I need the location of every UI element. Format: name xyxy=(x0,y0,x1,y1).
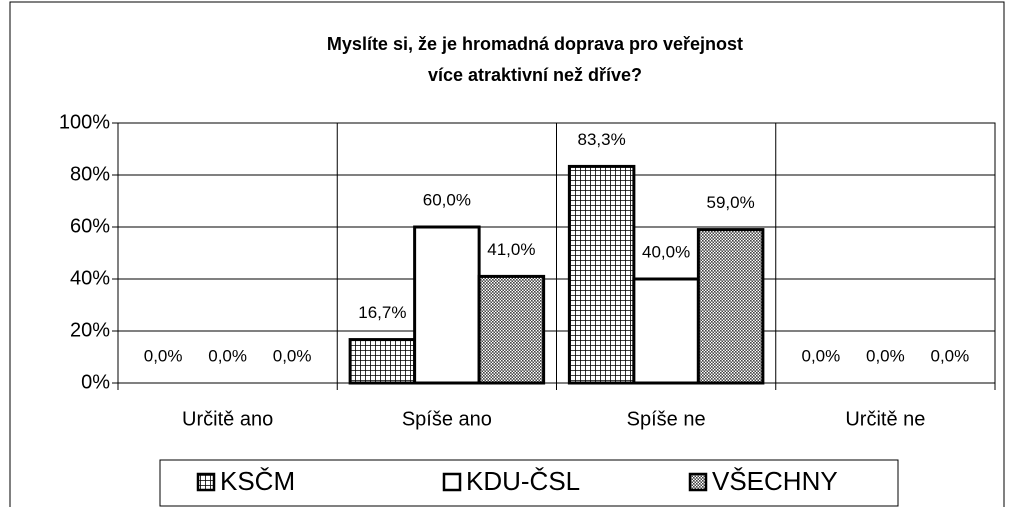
y-tick-label: 100% xyxy=(59,111,110,133)
chart-title: Myslíte si, že je hromadná doprava pro v… xyxy=(327,34,743,54)
bar xyxy=(632,277,700,385)
data-label: 40,0% xyxy=(642,242,690,261)
bar xyxy=(567,164,636,385)
legend-label: KSČM xyxy=(220,466,295,496)
x-tick-label: Určitě ne xyxy=(845,408,925,430)
data-label: 16,7% xyxy=(358,303,406,322)
plot-frame xyxy=(117,122,996,384)
legend-swatch xyxy=(442,472,462,492)
y-tick-label: 60% xyxy=(70,215,110,237)
legend-box xyxy=(159,459,899,507)
data-label: 0,0% xyxy=(802,346,841,365)
legend-swatch xyxy=(196,472,216,492)
legend-label: VŠECHNY xyxy=(712,466,838,496)
bar xyxy=(477,274,546,385)
data-label: 0,0% xyxy=(208,346,247,365)
data-label: 59,0% xyxy=(707,193,755,212)
y-tick-label: 20% xyxy=(70,319,110,341)
legend-label: KDU-ČSL xyxy=(466,466,580,496)
x-tick-label: Spíše ano xyxy=(402,408,492,430)
legend-swatch xyxy=(688,472,708,492)
x-tick-label: Spíše ne xyxy=(627,408,706,430)
data-label: 0,0% xyxy=(931,346,970,365)
x-tick-label: Určitě ano xyxy=(182,408,273,430)
y-tick-label: 40% xyxy=(70,267,110,289)
data-label: 0,0% xyxy=(273,346,312,365)
bar xyxy=(696,228,765,385)
chart-frame xyxy=(9,1,1005,507)
data-label: 0,0% xyxy=(144,346,183,365)
y-tick-label: 80% xyxy=(70,163,110,185)
data-label: 0,0% xyxy=(866,346,905,365)
bar xyxy=(348,338,417,385)
chart-title: více atraktivní než dříve? xyxy=(428,65,642,85)
data-label: 60,0% xyxy=(423,190,471,209)
y-tick-label: 0% xyxy=(81,371,110,393)
bar xyxy=(413,225,481,385)
data-label: 41,0% xyxy=(487,240,535,259)
data-label: 83,3% xyxy=(578,130,626,149)
